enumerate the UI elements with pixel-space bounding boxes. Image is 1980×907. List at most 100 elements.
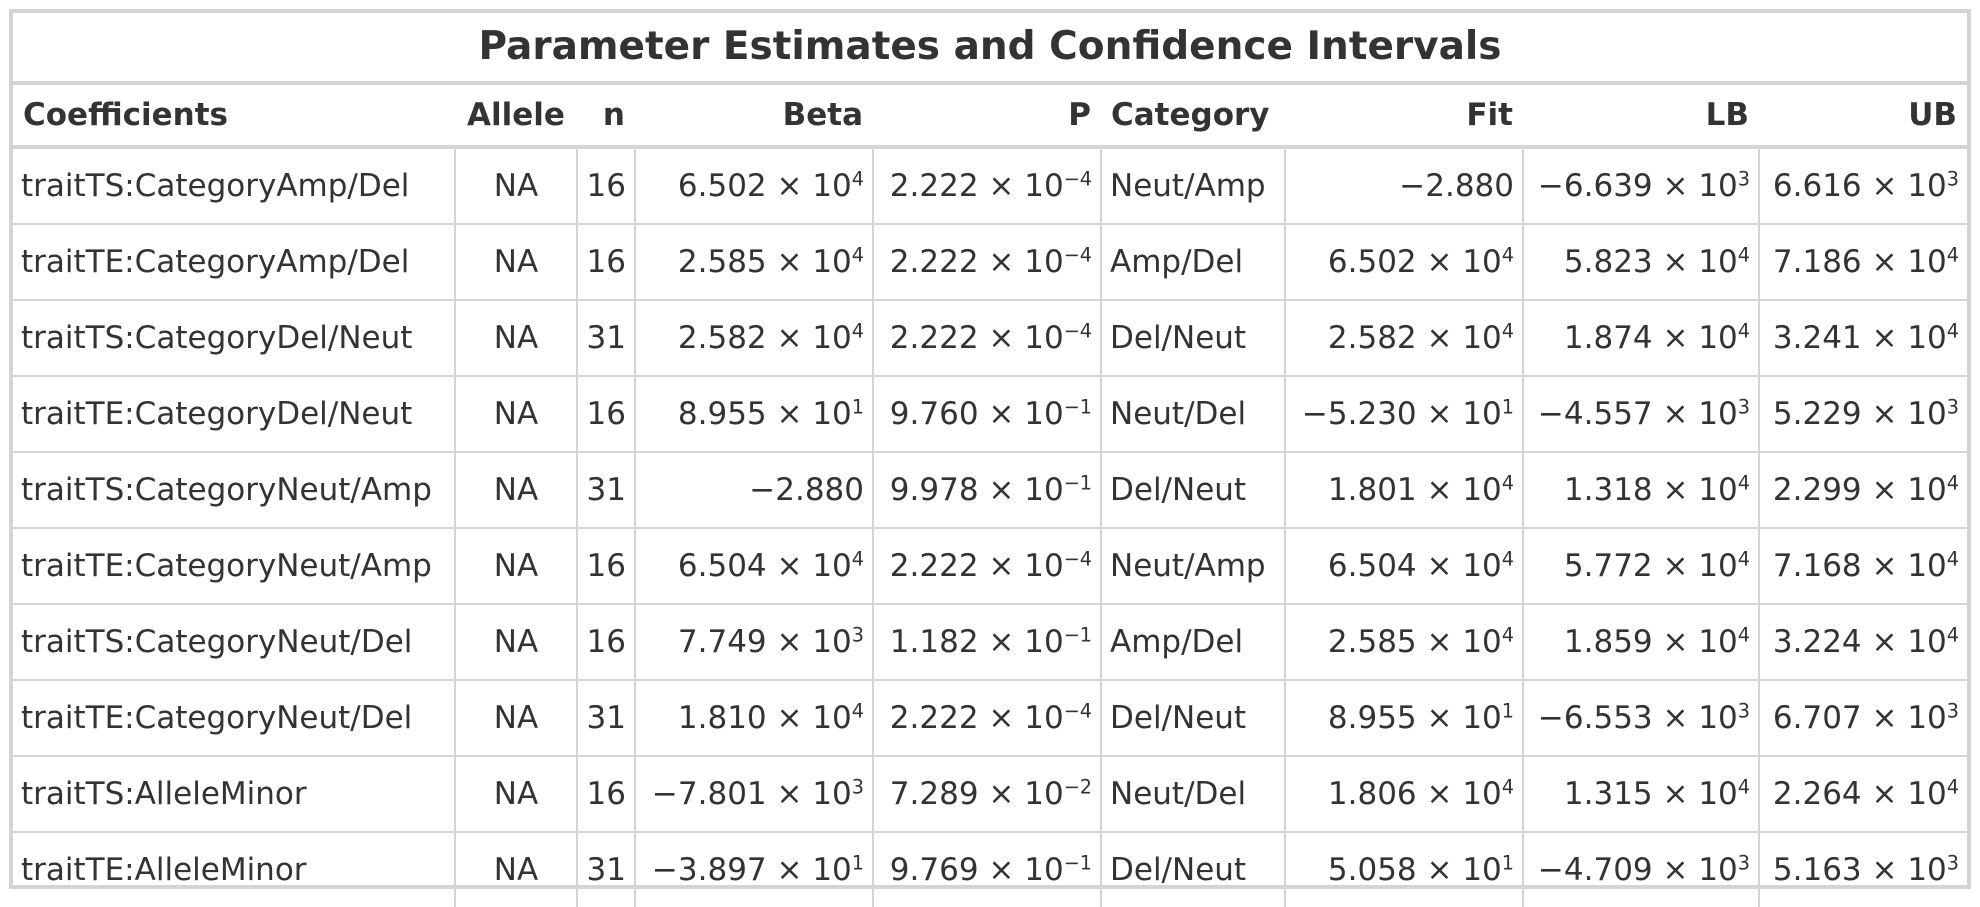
- cell-beta: −7.801 × 103: [635, 756, 874, 833]
- cell-lb: −6.553 × 103: [1523, 680, 1760, 757]
- results-table: Parameter Estimates and Confidence Inter…: [13, 13, 1967, 907]
- header-row: Coefficients Allele n Beta P Category Fi…: [13, 85, 1967, 149]
- cell-fit: 2.585 × 104: [1285, 604, 1524, 681]
- cell-ub: 3.224 × 104: [1759, 604, 1967, 681]
- table-row: traitTS:CategoryDel/Neut NA 31 2.582 × 104 2…: [13, 300, 1967, 377]
- cell-fit: 6.502 × 104: [1285, 224, 1524, 301]
- header-fit: Fit: [1285, 85, 1523, 149]
- cell-p: 2.222 × 10−4: [873, 680, 1102, 757]
- cell-fit: 2.582 × 104: [1285, 300, 1524, 377]
- cell-lb: −6.639 × 103: [1523, 147, 1760, 225]
- cell-coefficient: traitTE:CategoryDel/Neut: [13, 376, 456, 453]
- cell-ub: 7.168 × 104: [1759, 528, 1967, 605]
- cell-coefficient: traitTS:CategoryNeut/Amp: [13, 452, 456, 529]
- cell-coefficient: traitTE:CategoryNeut/Amp: [13, 528, 456, 605]
- cell-fit: 8.955 × 101: [1285, 680, 1524, 757]
- cell-n: 16: [577, 376, 636, 453]
- cell-beta: 2.585 × 104: [635, 224, 874, 301]
- header-category: Category: [1101, 85, 1285, 149]
- cell-ub: 6.707 × 103: [1759, 680, 1967, 757]
- cell-allele: NA: [455, 680, 578, 757]
- cell-p: 1.182 × 10−1: [873, 604, 1102, 681]
- cell-lb: 1.874 × 104: [1523, 300, 1760, 377]
- cell-category: Amp/Del: [1101, 224, 1286, 301]
- cell-category: Del/Neut: [1101, 832, 1286, 907]
- cell-allele: NA: [455, 452, 578, 529]
- cell-p: 9.760 × 10−1: [873, 376, 1102, 453]
- cell-n: 31: [577, 832, 636, 907]
- header-beta: Beta: [635, 85, 873, 149]
- table-row: traitTS:AlleleMinor NA 16 −7.801 × 103 7.289…: [13, 756, 1967, 833]
- cell-n: 16: [577, 528, 636, 605]
- cell-beta: −2.880: [635, 452, 874, 529]
- cell-p: 2.222 × 10−4: [873, 147, 1102, 225]
- results-table-frame: Parameter Estimates and Confidence Inter…: [9, 9, 1971, 907]
- cell-beta: 7.749 × 103: [635, 604, 874, 681]
- cell-p: 2.222 × 10−4: [873, 300, 1102, 377]
- cell-n: 16: [577, 604, 636, 681]
- table-row: traitTE:AlleleMinor NA 31 −3.897 × 101 9.769…: [13, 832, 1967, 907]
- cell-coefficient: traitTS:CategoryNeut/Del: [13, 604, 456, 681]
- cell-ub: 2.299 × 104: [1759, 452, 1967, 529]
- cell-beta: 8.955 × 101: [635, 376, 874, 453]
- cell-allele: NA: [455, 832, 578, 907]
- cell-beta: 6.502 × 104: [635, 147, 874, 225]
- cell-fit: −2.880: [1285, 147, 1524, 225]
- cell-fit: 1.801 × 104: [1285, 452, 1524, 529]
- cell-coefficient: traitTE:CategoryAmp/Del: [13, 224, 456, 301]
- header-ub: UB: [1759, 85, 1967, 149]
- cell-allele: NA: [455, 376, 578, 453]
- cell-lb: 5.772 × 104: [1523, 528, 1760, 605]
- header-coefficients: Coefficients: [13, 85, 455, 149]
- cell-category: Neut/Amp: [1101, 528, 1286, 605]
- cell-allele: NA: [455, 528, 578, 605]
- cell-lb: −4.709 × 103: [1523, 832, 1760, 907]
- cell-fit: 5.058 × 101: [1285, 832, 1524, 907]
- cell-category: Neut/Amp: [1101, 147, 1286, 225]
- cell-ub: 5.163 × 103: [1772, 851, 1959, 888]
- table-row: traitTE:CategoryNeut/Del NA 31 1.810 × 104 2…: [13, 680, 1967, 757]
- cell-n: 16: [577, 224, 636, 301]
- cell-allele: NA: [455, 224, 578, 301]
- cell-coefficient: traitTE:CategoryNeut/Del: [13, 680, 456, 757]
- cell-category: Neut/Del: [1101, 756, 1286, 833]
- cell-beta: 2.582 × 104: [635, 300, 874, 377]
- cell-n: 31: [577, 680, 636, 757]
- cell-ub: 7.186 × 104: [1759, 224, 1967, 301]
- cell-p: 2.222 × 10−4: [873, 528, 1102, 605]
- cell-p: 9.978 × 10−1: [873, 452, 1102, 529]
- cell-p: 2.222 × 10−4: [873, 224, 1102, 301]
- cell-beta: −3.897 × 101: [635, 832, 874, 907]
- cell-ub: 6.616 × 103: [1759, 147, 1967, 225]
- cell-coefficient: traitTS:CategoryDel/Neut: [13, 300, 456, 377]
- table-row: traitTE:CategoryNeut/Amp NA 16 6.504 × 104 2…: [13, 528, 1967, 605]
- cell-p: 9.769 × 10−1: [873, 832, 1102, 907]
- table-body: traitTS:CategoryAmp/Del NA 16 6.502 × 104 2.…: [13, 147, 1967, 907]
- cell-category: Del/Neut: [1101, 300, 1286, 377]
- cell-category: Neut/Del: [1101, 376, 1286, 453]
- cell-n: 16: [577, 756, 636, 833]
- table-row: traitTE:CategoryDel/Neut NA 16 8.955 × 101 9…: [13, 376, 1967, 453]
- header-p: P: [873, 85, 1101, 149]
- cell-allele: NA: [455, 147, 578, 225]
- cell-fit: 6.504 × 104: [1285, 528, 1524, 605]
- table-title: Parameter Estimates and Confidence Inter…: [13, 13, 1967, 85]
- cell-coefficient: traitTS:CategoryAmp/Del: [13, 147, 456, 225]
- cell-category: Del/Neut: [1101, 680, 1286, 757]
- cell-category: Amp/Del: [1101, 604, 1286, 681]
- cell-lb: −4.557 × 103: [1523, 376, 1760, 453]
- header-allele: Allele: [455, 85, 577, 149]
- cell-beta: 6.504 × 104: [635, 528, 874, 605]
- cell-ub: 5.229 × 103: [1759, 376, 1967, 453]
- cell-lb: 5.823 × 104: [1523, 224, 1760, 301]
- cell-lb: 1.859 × 104: [1523, 604, 1760, 681]
- cell-fit: 1.806 × 104: [1285, 756, 1524, 833]
- table-row: traitTS:CategoryAmp/Del NA 16 6.502 × 104 2.…: [13, 147, 1967, 225]
- cell-p: 7.289 × 10−2: [873, 756, 1102, 833]
- cell-lb: 1.315 × 104: [1523, 756, 1760, 833]
- cell-coefficient: traitTS:AlleleMinor: [13, 756, 456, 833]
- table-row: traitTE:CategoryAmp/Del NA 16 2.585 × 104 2.…: [13, 224, 1967, 301]
- cell-n: 31: [577, 300, 636, 377]
- header-lb: LB: [1523, 85, 1759, 149]
- cell-allele: NA: [455, 300, 578, 377]
